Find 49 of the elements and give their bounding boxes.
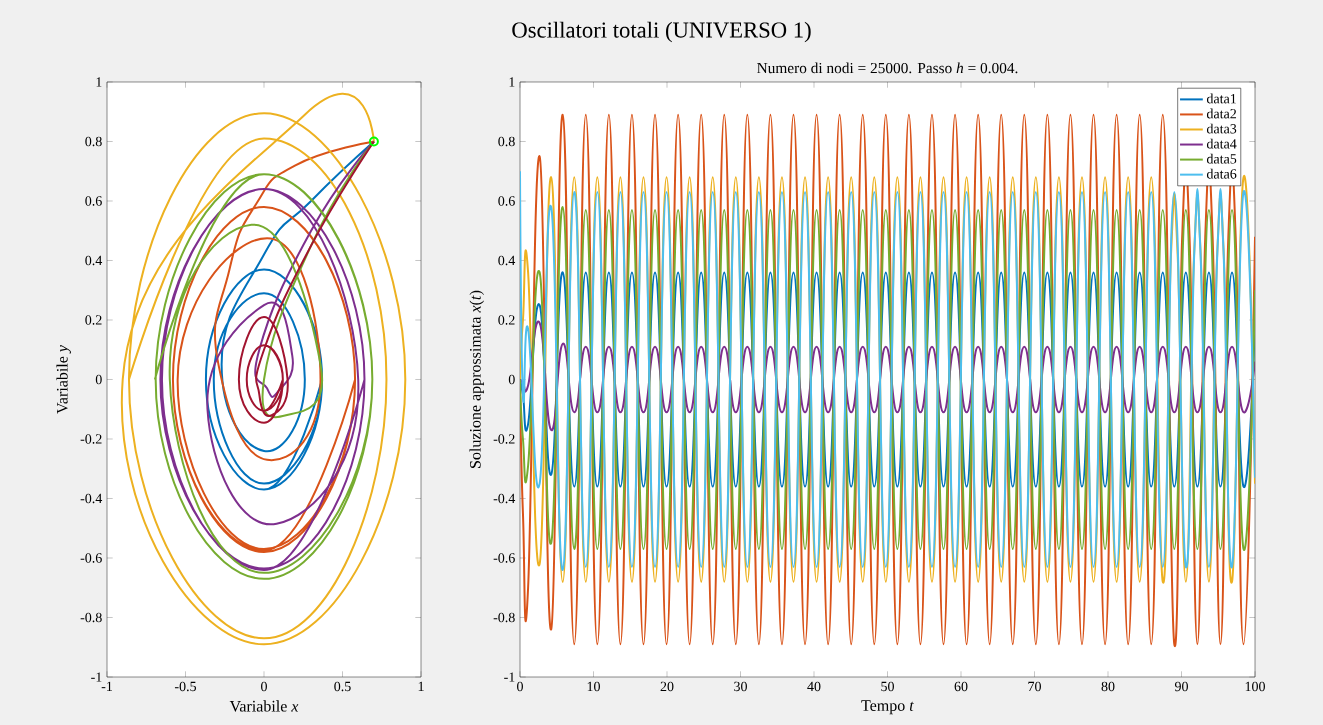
chart-title: Oscillatori totali (UNIVERSO 1) <box>512 21 811 43</box>
x-tick-label: 70 <box>1028 681 1041 692</box>
legend-label: data6 <box>1206 168 1237 179</box>
y-tick-label: 0.2 <box>498 315 515 325</box>
legend-label: data2 <box>1206 108 1237 119</box>
x-tick-label: 30 <box>734 681 747 692</box>
y-tick-label: -0.4 <box>80 493 103 504</box>
y-axis-title: Variabile y <box>56 345 71 414</box>
chart-subtitle: Numero di nodi = 25000. Passo h = 0.004. <box>757 62 1018 74</box>
y-tick-label: 0 <box>95 374 102 385</box>
x-tick-label: 80 <box>1101 681 1115 692</box>
y-tick-label: -1 <box>91 672 102 682</box>
y-tick-label: 0.6 <box>85 196 102 206</box>
y-tick-label: 0.6 <box>498 196 515 206</box>
x-tick-label: -0.5 <box>174 681 197 692</box>
y-tick-label: -0.2 <box>80 434 102 444</box>
y-tick-label: -0.6 <box>80 553 102 563</box>
y-tick-label: 1 <box>96 77 102 87</box>
x-tick-label: 50 <box>881 681 894 692</box>
x-tick-label: 0 <box>261 681 267 692</box>
x-tick-label: 1 <box>418 681 424 691</box>
y-tick-label: 0.4 <box>498 255 516 266</box>
x-axis-title: Variabile x <box>229 700 299 712</box>
x-tick-label: 10 <box>587 681 600 692</box>
legend-label: data5 <box>1206 153 1237 164</box>
y-tick-label: 1 <box>509 77 515 87</box>
y-tick-label: 0.2 <box>85 315 102 325</box>
x-tick-label: 100 <box>1245 681 1265 692</box>
y-tick-label: -1 <box>504 672 515 682</box>
y-tick-label: -0.2 <box>493 434 515 444</box>
y-axis-title: Soluzione approssimata x(t) <box>469 290 484 468</box>
y-tick-label: 0 <box>508 374 515 385</box>
x-tick-label: 40 <box>807 681 821 692</box>
legend-label: data1 <box>1206 93 1236 104</box>
y-tick-label: 0.4 <box>85 255 103 266</box>
x-tick-label: 60 <box>954 681 968 692</box>
y-tick-label: 0.8 <box>498 136 515 147</box>
y-tick-label: -0.8 <box>493 612 515 623</box>
x-tick-label: 20 <box>660 681 674 692</box>
y-tick-label: -0.4 <box>493 493 516 504</box>
x-tick-label: 90 <box>1174 681 1188 692</box>
y-tick-label: 0.8 <box>85 136 102 147</box>
x-tick-label: 0.5 <box>334 681 351 692</box>
y-tick-label: -0.8 <box>80 612 102 623</box>
legend-label: data3 <box>1206 123 1237 134</box>
x-axis-title: Tempo t <box>861 700 914 715</box>
y-tick-label: -0.6 <box>493 553 515 563</box>
legend-label: data4 <box>1206 138 1237 149</box>
x-tick-label: 0 <box>517 681 523 692</box>
